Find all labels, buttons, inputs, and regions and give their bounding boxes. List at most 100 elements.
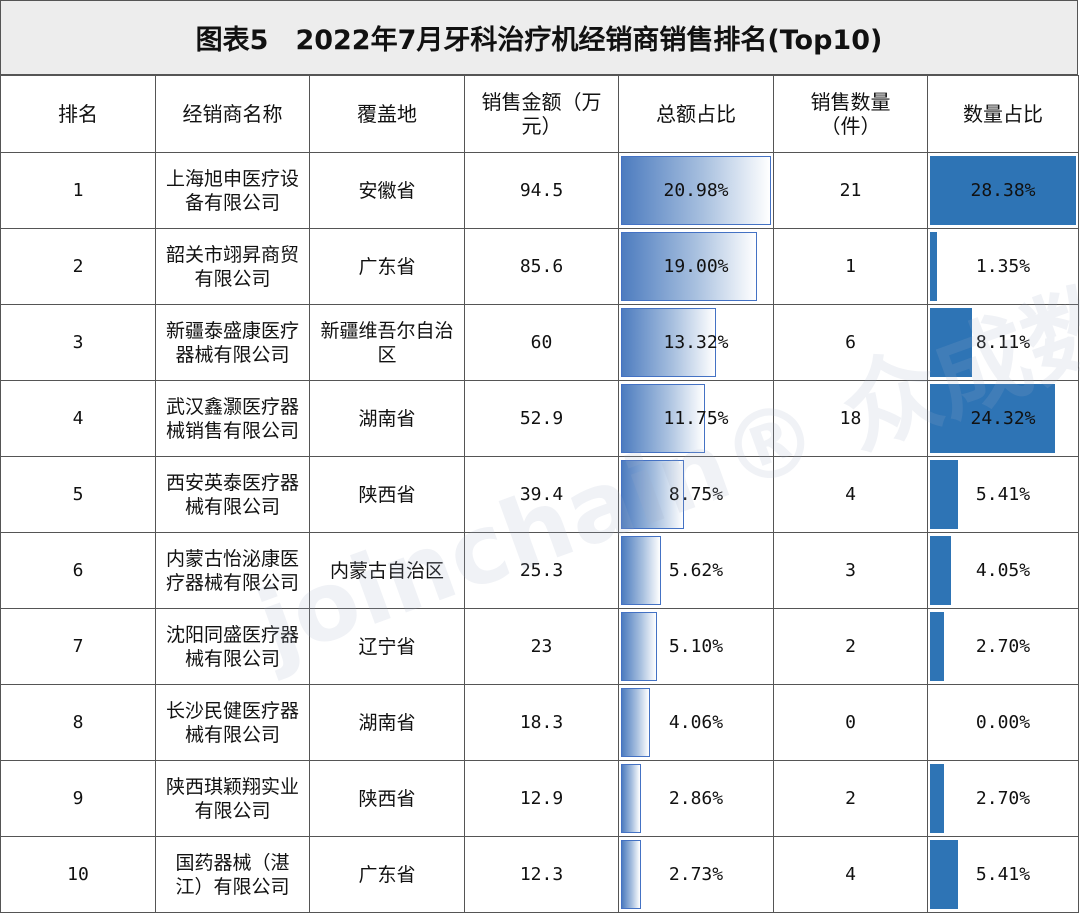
rank-cell: 2 — [0, 228, 156, 305]
rank-cell: 4 — [0, 380, 156, 457]
amount-share-cell: 11.75% — [618, 380, 774, 457]
header-dealer-name: 经销商名称 — [155, 75, 310, 153]
amount-cell: 25.3 — [464, 532, 619, 609]
rank-cell: 9 — [0, 760, 156, 837]
quantity-share-bar — [930, 536, 951, 605]
quantity-cell: 4 — [773, 836, 928, 913]
amount-cell: 60 — [464, 304, 619, 381]
dealer-name-cell: 陕西琪颖翔实业有限公司 — [155, 760, 310, 837]
region-cell: 新疆维吾尔自治区 — [309, 304, 465, 381]
header-amount-share: 总额占比 — [618, 75, 774, 153]
table-row: 6 内蒙古怡泌康医疗器械有限公司 内蒙古自治区 25.3 5.62% 3 4.05% — [0, 532, 1079, 609]
quantity-share-bar — [930, 384, 1056, 453]
amount-share-bar — [621, 308, 717, 377]
amount-cell: 23 — [464, 608, 619, 685]
quantity-cell: 6 — [773, 304, 928, 381]
table-row: 7 沈阳同盛医疗器械有限公司 辽宁省 23 5.10% 2 2.70% — [0, 608, 1079, 685]
region-cell: 安徽省 — [309, 152, 465, 229]
region-cell: 湖南省 — [309, 380, 465, 457]
quantity-share-label: 8.11% — [975, 331, 1031, 353]
region-cell: 陕西省 — [309, 456, 465, 533]
amount-share-bar — [621, 460, 684, 529]
region-cell: 湖南省 — [309, 684, 465, 761]
amount-share-bar — [621, 840, 641, 909]
region-cell: 广东省 — [309, 228, 465, 305]
quantity-share-bar — [930, 156, 1076, 225]
amount-share-cell: 5.62% — [618, 532, 774, 609]
quantity-cell: 21 — [773, 152, 928, 229]
quantity-share-bar — [930, 612, 944, 681]
header-quantity: 销售数量（件） — [773, 75, 928, 153]
dealer-name-cell: 韶关市翊昇商贸有限公司 — [155, 228, 310, 305]
quantity-share-cell: 28.38% — [927, 152, 1079, 229]
amount-share-label: 20.98% — [663, 179, 729, 201]
amount-share-cell: 20.98% — [618, 152, 774, 229]
header-row: 排名 经销商名称 覆盖地 销售金额（万元） 总额占比 销售数量（件） 数量占比 — [0, 75, 1079, 153]
amount-cell: 39.4 — [464, 456, 619, 533]
quantity-share-label: 2.70% — [975, 635, 1031, 657]
amount-share-bar — [621, 232, 757, 301]
rank-cell: 5 — [0, 456, 156, 533]
amount-cell: 52.9 — [464, 380, 619, 457]
quantity-share-label: 4.05% — [975, 559, 1031, 581]
dealer-name-cell: 上海旭申医疗设备有限公司 — [155, 152, 310, 229]
amount-share-label: 13.32% — [663, 331, 729, 353]
dealer-name-cell: 西安英泰医疗器械有限公司 — [155, 456, 310, 533]
header-rank: 排名 — [0, 75, 156, 153]
rank-cell: 3 — [0, 304, 156, 381]
amount-share-label: 11.75% — [663, 407, 729, 429]
table-title: 图表5 2022年7月牙科治疗机经销商销售排名(Top10) — [0, 0, 1078, 75]
quantity-share-label: 5.41% — [975, 863, 1031, 885]
quantity-cell: 4 — [773, 456, 928, 533]
dealer-name-cell: 新疆泰盛康医疗器械有限公司 — [155, 304, 310, 381]
header-amount: 销售金额（万元） — [464, 75, 619, 153]
dealer-name-cell: 内蒙古怡泌康医疗器械有限公司 — [155, 532, 310, 609]
quantity-share-label: 1.35% — [975, 255, 1031, 277]
amount-cell: 94.5 — [464, 152, 619, 229]
quantity-share-bar — [930, 764, 944, 833]
region-cell: 广东省 — [309, 836, 465, 913]
amount-share-label: 8.75% — [668, 483, 724, 505]
rank-cell: 8 — [0, 684, 156, 761]
amount-share-label: 4.06% — [668, 711, 724, 733]
quantity-share-label: 5.41% — [975, 483, 1031, 505]
quantity-cell: 0 — [773, 684, 928, 761]
amount-share-label: 5.62% — [668, 559, 724, 581]
table-row: 3 新疆泰盛康医疗器械有限公司 新疆维吾尔自治区 60 13.32% 6 8.11% — [0, 304, 1079, 381]
amount-share-cell: 13.32% — [618, 304, 774, 381]
table-row: 5 西安英泰医疗器械有限公司 陕西省 39.4 8.75% 4 5.41% — [0, 456, 1079, 533]
dealer-name-cell: 武汉鑫灏医疗器械销售有限公司 — [155, 380, 310, 457]
dealer-name-cell: 沈阳同盛医疗器械有限公司 — [155, 608, 310, 685]
amount-share-bar — [621, 156, 771, 225]
quantity-share-cell: 24.32% — [927, 380, 1079, 457]
amount-share-label: 5.10% — [668, 635, 724, 657]
dealer-ranking-table: 排名 经销商名称 覆盖地 销售金额（万元） 总额占比 销售数量（件） 数量占比 … — [0, 75, 1079, 913]
amount-share-cell: 2.86% — [618, 760, 774, 837]
amount-share-cell: 19.00% — [618, 228, 774, 305]
amount-share-bar — [621, 764, 642, 833]
quantity-share-cell: 0.00% — [927, 684, 1079, 761]
quantity-share-cell: 4.05% — [927, 532, 1079, 609]
quantity-share-bar — [930, 840, 958, 909]
quantity-share-label: 0.00% — [975, 711, 1031, 733]
amount-share-cell: 4.06% — [618, 684, 774, 761]
quantity-share-cell: 5.41% — [927, 836, 1079, 913]
quantity-share-cell: 2.70% — [927, 760, 1079, 837]
amount-share-label: 19.00% — [663, 255, 729, 277]
amount-share-label: 2.73% — [668, 863, 724, 885]
rank-cell: 10 — [0, 836, 156, 913]
dealer-name-cell: 国药器械（湛江）有限公司 — [155, 836, 310, 913]
amount-share-label: 2.86% — [668, 787, 724, 809]
quantity-share-label: 24.32% — [970, 407, 1036, 429]
amount-share-cell: 2.73% — [618, 836, 774, 913]
quantity-cell: 1 — [773, 228, 928, 305]
rank-cell: 1 — [0, 152, 156, 229]
quantity-share-bar — [930, 460, 958, 529]
amount-cell: 12.3 — [464, 836, 619, 913]
table-row: 1 上海旭申医疗设备有限公司 安徽省 94.5 20.98% 21 28.38% — [0, 152, 1079, 229]
quantity-share-cell: 8.11% — [927, 304, 1079, 381]
amount-share-cell: 5.10% — [618, 608, 774, 685]
header-region: 覆盖地 — [309, 75, 465, 153]
region-cell: 内蒙古自治区 — [309, 532, 465, 609]
region-cell: 辽宁省 — [309, 608, 465, 685]
